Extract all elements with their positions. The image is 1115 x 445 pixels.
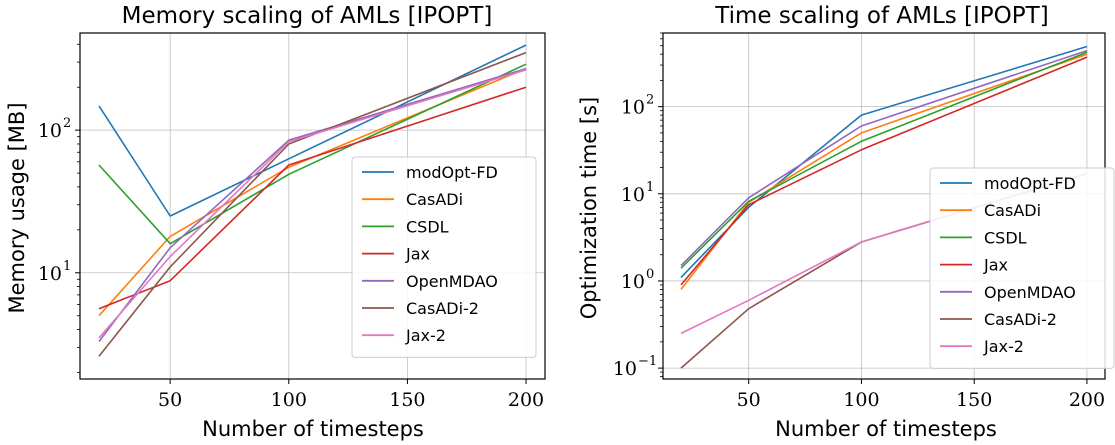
x-tick-label: 150 <box>956 389 992 411</box>
y-tick-label: 10 2 <box>621 93 654 119</box>
x-tick-label: 150 <box>389 389 425 411</box>
legend: modOpt-FD CasADi CSDL Jax OpenMDAO CasADi-2 Ja… <box>351 156 537 358</box>
legend-label: CasADi <box>406 190 463 209</box>
y-tick-base: 10 <box>38 120 62 142</box>
legend-label: CSDL <box>984 228 1027 247</box>
y-tick-base: 10 <box>38 263 62 285</box>
y-tick-exponent: 2 <box>646 93 654 108</box>
y-tick-label: 10 1 <box>621 180 654 206</box>
x-tick-label: 100 <box>271 389 307 411</box>
legend-label: OpenMDAO <box>984 283 1076 302</box>
legend: modOpt-FD CasADi CSDL Jax OpenMDAO CasADi-2 Ja… <box>929 167 1115 369</box>
series-line-openmdao <box>98 67 527 342</box>
legend-label: Jax <box>983 256 1008 275</box>
y-tick-base: 10 <box>621 271 645 293</box>
y-tick-exponent: 2 <box>63 116 71 131</box>
series-line-casadi <box>98 67 527 317</box>
plot-frame <box>79 32 546 380</box>
legend-box <box>351 156 537 358</box>
y-axis-label: Optimization time [s] <box>577 97 601 319</box>
legend-label: CasADi <box>984 201 1041 220</box>
x-tick-label: 200 <box>1069 389 1105 411</box>
y-tick-label: 10 1 <box>38 259 71 285</box>
chart-title: Memory scaling of AMLs [IPOPT] <box>122 3 493 29</box>
legend-label: Jax <box>405 245 430 264</box>
x-axis-label: Number of timesteps <box>775 417 997 441</box>
series-line-jax-2 <box>98 69 527 339</box>
series-line-csdl <box>98 63 527 245</box>
y-tick-base: 10 <box>621 97 645 119</box>
x-axis-label: Number of timesteps <box>202 417 424 441</box>
legend-label: CasADi-2 <box>406 299 479 318</box>
series-line-openmdao <box>680 49 1088 267</box>
y-tick-base: 10 <box>613 358 637 380</box>
y-tick-label: 10 −1 <box>613 354 657 380</box>
legend-box <box>929 167 1115 369</box>
y-tick-exponent: 0 <box>646 267 654 282</box>
y-tick-label: 10 2 <box>38 116 71 142</box>
y-tick-exponent: 1 <box>63 259 71 274</box>
legend-label: Jax-2 <box>983 337 1024 356</box>
y-tick-label: 10 0 <box>621 267 654 293</box>
x-tick-label: 50 <box>737 389 761 411</box>
series-line-casadi-2 <box>98 51 527 357</box>
series-line-modopt-fd <box>98 44 527 217</box>
y-tick-base: 10 <box>621 184 645 206</box>
y-axis-label: Memory usage [MB] <box>5 102 29 313</box>
time-chart: Time scaling of AMLs [IPOPT] Number of t… <box>577 3 1115 441</box>
legend-label: OpenMDAO <box>406 272 498 291</box>
legend-label: CSDL <box>406 217 449 236</box>
x-tick-label: 50 <box>158 389 182 411</box>
legend-label: CasADi-2 <box>984 310 1057 329</box>
y-tick-exponent: −1 <box>638 354 657 369</box>
legend-label: Jax-2 <box>405 326 446 345</box>
series-line-csdl <box>680 51 1088 269</box>
x-tick-label: 100 <box>843 389 879 411</box>
legend-label: modOpt-FD <box>984 174 1076 193</box>
series-line-jax <box>680 56 1088 286</box>
legend-label: modOpt-FD <box>406 163 498 182</box>
chart-title: Time scaling of AMLs [IPOPT] <box>714 3 1048 29</box>
x-tick-label: 200 <box>508 389 544 411</box>
memory-chart: Memory scaling of AMLs [IPOPT] Number of… <box>5 3 546 441</box>
y-tick-exponent: 1 <box>646 180 654 195</box>
